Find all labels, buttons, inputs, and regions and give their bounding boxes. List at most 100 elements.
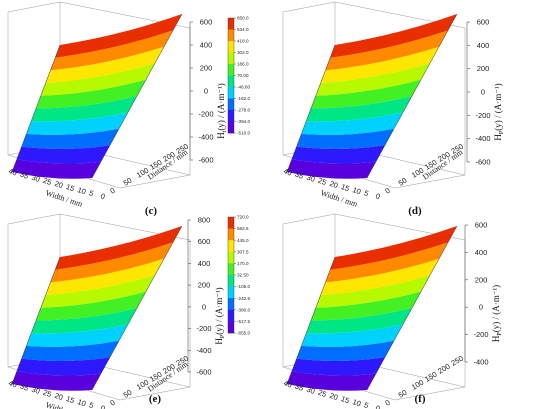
z-tick-label: -400 <box>473 358 488 367</box>
colorbar-segment <box>228 64 234 76</box>
colorbar-segment <box>228 298 234 311</box>
x-tick-label: 30 <box>305 173 316 184</box>
surface-band <box>31 308 138 334</box>
surface-band <box>36 79 146 109</box>
z-tick-label: 200 <box>475 275 488 284</box>
colorbar-label: 445.0 <box>237 238 249 243</box>
x-axis: 40 35 30 25 20 15 10 5 0 <box>282 378 381 409</box>
y-tick-label: 100 <box>410 378 425 392</box>
z-tick-label: 600 <box>198 237 211 246</box>
x-tick-label: 5 <box>88 188 95 198</box>
z-tick-label: 200 <box>198 281 211 290</box>
y-tick-label: 0 <box>109 398 117 408</box>
surface-band <box>330 226 457 270</box>
z-tick-label: 400 <box>198 259 211 268</box>
colorbar-segment <box>228 263 234 276</box>
x-tick-label: 40 <box>7 378 18 389</box>
x-tick-label: 25 <box>317 176 328 187</box>
colorbar-segment <box>228 240 234 253</box>
colorbar-segment <box>228 110 234 122</box>
surface-band <box>301 112 403 135</box>
y-tick-label: 50 <box>397 176 409 188</box>
surface-band <box>291 357 385 376</box>
x-tick-label: 5 <box>363 400 370 409</box>
colorbar-label: 70.00 <box>237 73 249 78</box>
colorbar: 650.0 534.0 418.0 302.0 186.0 70.00 -46.00 -162… <box>227 16 250 136</box>
x-tick-label: 30 <box>30 173 41 184</box>
surface-band <box>306 96 412 122</box>
x-tick-label: 35 <box>294 170 305 181</box>
colorbar-label: 418.0 <box>237 39 249 44</box>
colorbar-segment <box>228 52 234 65</box>
z-tick-label: 0 <box>204 87 208 96</box>
panel-label: (e) <box>149 393 162 405</box>
x-tick-label: 20 <box>328 179 339 190</box>
x-tick-label: 15 <box>65 394 76 405</box>
x-tick-label: 25 <box>42 388 53 399</box>
colorbar-label: 186.0 <box>237 62 249 67</box>
colorbar-segment <box>228 18 234 30</box>
surface-band <box>291 145 385 164</box>
x-tick-label: 20 <box>328 391 339 402</box>
colorbar-segment <box>228 228 234 241</box>
surface-band <box>45 258 164 296</box>
colorbar-segment <box>228 75 234 88</box>
panel-label: (f) <box>415 393 426 405</box>
colorbar-label: -278.0 <box>237 108 250 113</box>
x-tick-label: 10 <box>76 185 87 196</box>
z-tick-label: -400 <box>475 134 490 143</box>
colorbar-segment <box>228 41 234 53</box>
axis-frame <box>7 213 191 387</box>
z-tick-label: 0 <box>202 302 206 311</box>
surface-band <box>325 242 448 283</box>
z-axis: 600 400 200 0 -200 -400 -600 <box>466 18 491 167</box>
surface-band <box>325 30 448 71</box>
z-axis-title: HP(y) / (A·m⁻¹) <box>491 285 503 342</box>
colorbar-label: -242.5 <box>237 296 250 301</box>
colorbar: 720.0 582.5 445.0 307.5 170.0 32.50 -105.0 -242… <box>227 215 250 336</box>
x-tick-label: 0 <box>99 191 106 201</box>
z-tick-label: 200 <box>477 64 490 73</box>
surface-band <box>31 96 138 122</box>
x-tick-label: 40 <box>282 378 293 389</box>
x-tick-label: 5 <box>363 188 370 198</box>
z-tick-label: -600 <box>198 156 213 165</box>
surface-band <box>12 371 101 391</box>
x-tick-label: 30 <box>30 385 41 396</box>
x-tick-label: 35 <box>19 170 30 181</box>
y-tick-label: 0 <box>109 186 117 196</box>
surface <box>11 13 183 179</box>
panel-label: (c) <box>145 205 158 217</box>
surface-band <box>50 30 173 71</box>
colorbar-segment <box>228 251 234 264</box>
surface-band <box>301 324 403 347</box>
surface-band <box>36 291 146 321</box>
surface-band <box>16 145 110 164</box>
surface-band <box>26 112 128 135</box>
z-axis-title: HP(y) / (A·m⁻¹) <box>493 83 505 140</box>
z-axis: 800 600 400 200 0 -200 -400 -600 <box>187 216 212 377</box>
surface-band <box>311 79 421 109</box>
z-axis: 600 400 200 0 -200 -400 -600 <box>189 18 214 165</box>
x-tick-label: 0 <box>374 403 381 409</box>
surface-edge <box>366 225 458 391</box>
z-tick-label: 0 <box>481 88 485 97</box>
x-tick-label: 15 <box>65 182 76 193</box>
surface-band <box>40 63 155 96</box>
surface-band <box>315 275 430 308</box>
surface-band <box>287 371 376 391</box>
z-axis-title: HP(y) / (A·m⁻¹) <box>214 287 226 344</box>
colorbar-label: -655.0 <box>237 331 250 336</box>
surface-edge <box>11 44 61 173</box>
surface-band <box>296 340 394 361</box>
z-tick-label: 400 <box>477 41 490 50</box>
colorbar-label: 720.0 <box>237 215 249 220</box>
x-tick-label: 20 <box>53 391 64 402</box>
surface-edge <box>286 256 336 385</box>
x-tick-label: 25 <box>42 176 53 187</box>
surface-band <box>55 226 183 270</box>
colorbar-label: -105.0 <box>237 284 250 289</box>
